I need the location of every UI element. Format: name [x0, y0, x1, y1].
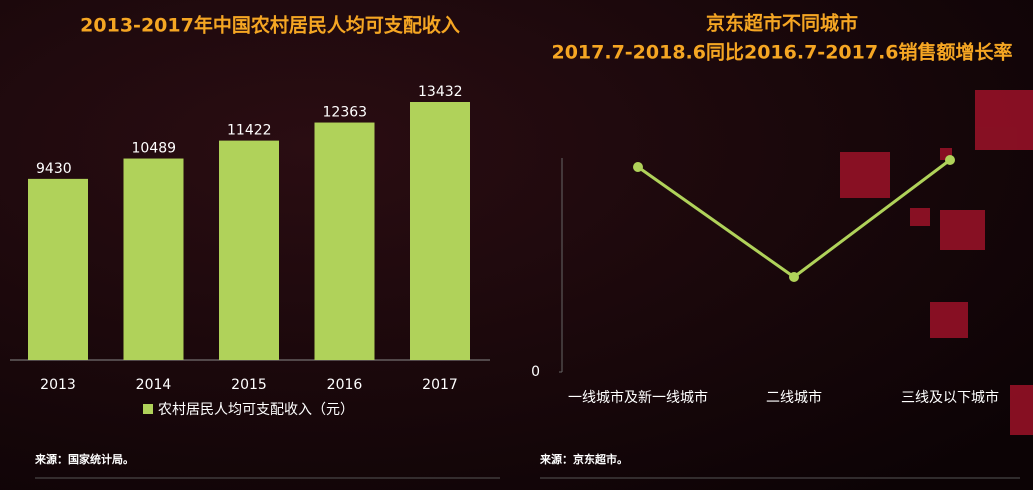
x-tick-label: 2016 [327, 377, 363, 393]
bar [314, 122, 375, 360]
bar [28, 178, 88, 360]
chart-title: 2013-2017年中国农村居民人均可支配收入 [80, 14, 460, 37]
data-label: 13432 [418, 84, 463, 100]
point [789, 272, 799, 282]
data-label: 12363 [323, 105, 368, 121]
data-label: 9430 [36, 161, 72, 177]
source: 来源：京东超市。 [539, 452, 628, 466]
x-tick-label: 一线城市及新一线城市 [568, 389, 708, 406]
point [945, 155, 955, 165]
x-tick-label: 2017 [422, 377, 458, 393]
chart-subtitle: 2017.7-2018.6同比2016.7-2017.6销售额增长率 [551, 41, 1012, 64]
y-tick-label: 0 [531, 364, 540, 380]
bar [410, 102, 470, 360]
point [633, 162, 643, 172]
x-tick-label: 2014 [136, 377, 172, 393]
x-tick-label: 2013 [40, 377, 76, 393]
legend-label: 农村居民人均可支配收入（元） [158, 402, 354, 418]
data-label: 10489 [132, 141, 177, 157]
bar [219, 140, 279, 360]
legend-swatch [143, 404, 153, 414]
chart-title: 京东超市不同城市 [706, 12, 858, 35]
data-label: 11422 [227, 123, 272, 139]
bar [123, 158, 184, 360]
x-tick-label: 三线及以下城市 [901, 389, 999, 406]
decor-cubes [840, 90, 1033, 435]
x-tick-label: 二线城市 [766, 389, 822, 406]
source: 来源：国家统计局。 [34, 452, 134, 466]
x-tick-label: 2015 [231, 377, 267, 393]
